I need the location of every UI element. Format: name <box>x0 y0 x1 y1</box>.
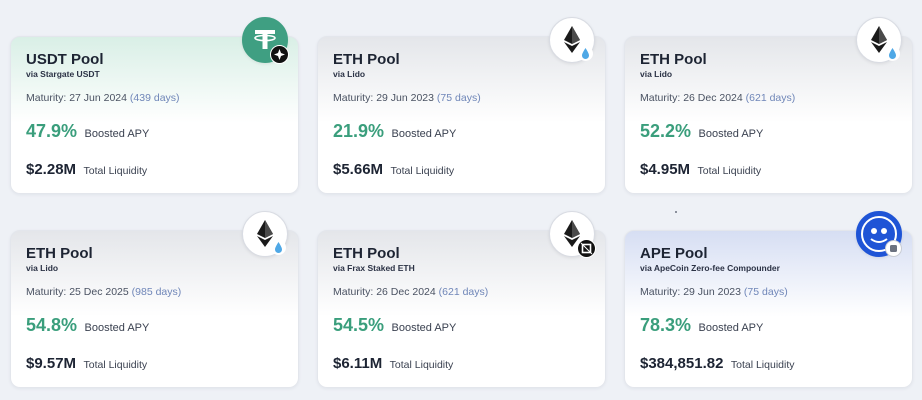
pool-source: via Lido <box>640 69 673 79</box>
maturity-label: Maturity: <box>26 92 67 104</box>
pool-card-eth-lido-3[interactable]: ETH Pool via Lido Maturity: 25 Dec 2025 … <box>10 230 299 388</box>
liquidity-row: $4.95M Total Liquidity <box>640 161 761 179</box>
maturity-info: Maturity: 26 Dec 2024 (621 days) <box>333 286 488 298</box>
maturity-label: Maturity: <box>640 92 681 104</box>
days-remaining: (621 days) <box>438 286 489 298</box>
apy-label: Boosted APY <box>391 322 457 334</box>
apy-row: 21.9% Boosted APY <box>333 121 456 142</box>
pool-source: via Lido <box>26 263 59 273</box>
maturity-info: Maturity: 29 Jun 2023 (75 days) <box>640 286 788 298</box>
maturity-date: 29 Jun 2023 <box>376 92 434 104</box>
lido-icon <box>885 46 900 61</box>
days-remaining: (75 days) <box>743 286 788 298</box>
pool-title: USDT Pool <box>26 51 104 68</box>
apecoin-icon <box>856 211 902 257</box>
liquidity-label: Total Liquidity <box>83 165 148 177</box>
maturity-info: Maturity: 25 Dec 2025 (985 days) <box>26 286 181 298</box>
apy-row: 54.5% Boosted APY <box>333 315 456 336</box>
liquidity-label: Total Liquidity <box>390 165 455 177</box>
compounder-icon <box>885 240 902 257</box>
maturity-info: Maturity: 27 Jun 2024 (439 days) <box>26 92 180 104</box>
days-remaining: (985 days) <box>131 286 182 298</box>
liquidity-label: Total Liquidity <box>83 359 148 371</box>
pool-card-eth-lido-2[interactable]: ETH Pool via Lido Maturity: 26 Dec 2024 … <box>624 36 913 194</box>
pool-source: via ApeCoin Zero-fee Compounder <box>640 263 780 273</box>
pool-card-usdt[interactable]: USDT Pool via Stargate USDT Maturity: 27… <box>10 36 299 194</box>
pool-title: ETH Pool <box>640 51 707 68</box>
pool-title: ETH Pool <box>26 245 93 262</box>
liquidity-row: $2.28M Total Liquidity <box>26 161 147 179</box>
maturity-info: Maturity: 26 Dec 2024 (621 days) <box>640 92 795 104</box>
apy-label: Boosted APY <box>391 128 457 140</box>
tether-icon <box>242 17 289 64</box>
maturity-label: Maturity: <box>333 286 374 298</box>
pool-title: ETH Pool <box>333 51 400 68</box>
maturity-label: Maturity: <box>333 92 374 104</box>
apy-value: 47.9% <box>26 121 78 141</box>
ethereum-icon <box>549 211 596 258</box>
apy-label: Boosted APY <box>698 128 764 140</box>
maturity-info: Maturity: 29 Jun 2023 (75 days) <box>333 92 481 104</box>
pool-title: ETH Pool <box>333 245 400 262</box>
pool-card-ape[interactable]: APE Pool via ApeCoin Zero-fee Compounder… <box>624 230 913 388</box>
pool-card-eth-frax[interactable]: ETH Pool via Frax Staked ETH Maturity: 2… <box>317 230 606 388</box>
maturity-label: Maturity: <box>26 286 67 298</box>
apy-value: 54.8% <box>26 315 78 335</box>
liquidity-row: $9.57M Total Liquidity <box>26 355 147 373</box>
ethereum-icon <box>549 17 595 63</box>
stargate-icon <box>270 45 289 64</box>
maturity-date: 27 Jun 2024 <box>69 92 127 104</box>
apy-label: Boosted APY <box>84 322 150 334</box>
frax-icon <box>577 239 596 258</box>
liquidity-row: $384,851.82 Total Liquidity <box>640 355 795 373</box>
maturity-date: 25 Dec 2025 <box>69 286 129 298</box>
liquidity-value: $384,851.82 <box>640 355 724 372</box>
apy-value: 54.5% <box>333 315 385 335</box>
stray-dot <box>675 211 677 213</box>
liquidity-row: $6.11M Total Liquidity <box>333 355 453 373</box>
liquidity-row: $5.66M Total Liquidity <box>333 161 454 179</box>
apy-row: 47.9% Boosted APY <box>26 121 149 142</box>
apy-label: Boosted APY <box>84 128 150 140</box>
pool-card-eth-lido-1[interactable]: ETH Pool via Lido Maturity: 29 Jun 2023 … <box>317 36 606 194</box>
ethereum-icon <box>242 211 288 257</box>
lido-icon <box>578 46 593 61</box>
maturity-date: 26 Dec 2024 <box>683 92 743 104</box>
pool-title: APE Pool <box>640 245 708 262</box>
liquidity-value: $4.95M <box>640 161 691 178</box>
apy-value: 52.2% <box>640 121 692 141</box>
liquidity-label: Total Liquidity <box>697 165 762 177</box>
apy-value: 21.9% <box>333 121 385 141</box>
apy-row: 54.8% Boosted APY <box>26 315 149 336</box>
ethereum-icon <box>856 17 902 63</box>
days-remaining: (621 days) <box>745 92 796 104</box>
maturity-date: 29 Jun 2023 <box>683 286 741 298</box>
pool-source: via Stargate USDT <box>26 69 100 79</box>
liquidity-value: $5.66M <box>333 161 384 178</box>
apy-row: 78.3% Boosted APY <box>640 315 763 336</box>
days-remaining: (439 days) <box>129 92 180 104</box>
liquidity-label: Total Liquidity <box>389 359 454 371</box>
liquidity-label: Total Liquidity <box>730 359 795 371</box>
liquidity-value: $2.28M <box>26 161 77 178</box>
days-remaining: (75 days) <box>436 92 481 104</box>
maturity-label: Maturity: <box>640 286 681 298</box>
apy-row: 52.2% Boosted APY <box>640 121 763 142</box>
pool-source: via Lido <box>333 69 366 79</box>
lido-icon <box>271 240 286 255</box>
maturity-date: 26 Dec 2024 <box>376 286 436 298</box>
pool-source: via Frax Staked ETH <box>333 263 415 273</box>
liquidity-value: $9.57M <box>26 355 77 372</box>
liquidity-value: $6.11M <box>333 355 383 372</box>
apy-value: 78.3% <box>640 315 692 335</box>
apy-label: Boosted APY <box>698 322 764 334</box>
